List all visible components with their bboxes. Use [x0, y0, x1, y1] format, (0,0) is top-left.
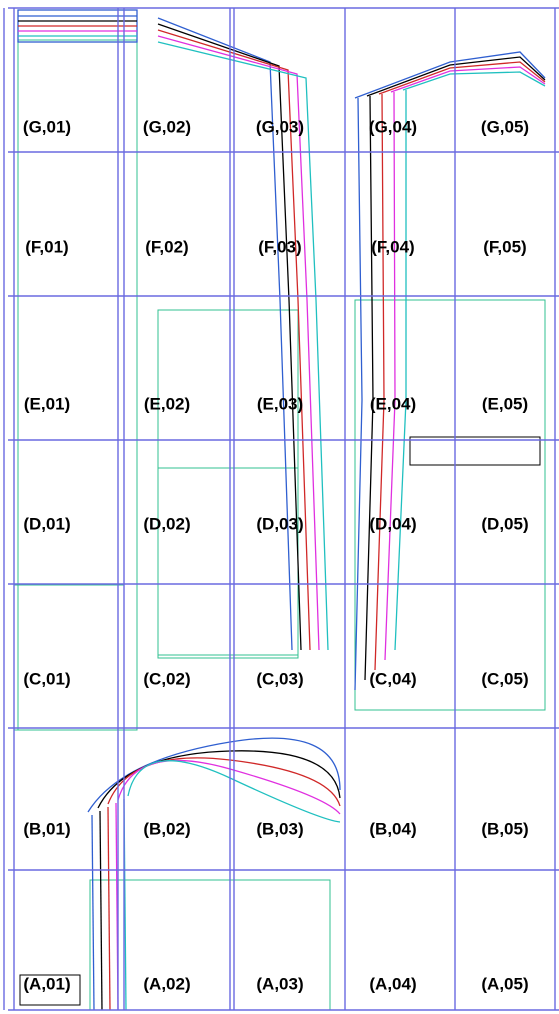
tile-grid [3, 7, 559, 1011]
tile-label: (C,01) [23, 669, 70, 688]
tile-label: (B,05) [481, 819, 528, 838]
tile-label: (D,05) [481, 514, 528, 533]
tile-label: (A,05) [481, 974, 528, 993]
tile-label: (G,05) [481, 117, 529, 136]
tile-label: (F,03) [258, 237, 301, 256]
side-piece [366, 56, 546, 97]
long-piece [157, 35, 320, 651]
tile-label: (C,04) [369, 669, 416, 688]
tile-label: (G,04) [369, 117, 417, 136]
info-box [409, 436, 541, 466]
tile-label: (A,03) [256, 974, 303, 993]
tile-label: (G,02) [143, 117, 191, 136]
long-piece [157, 29, 311, 651]
tile-label: (E,01) [24, 394, 70, 413]
tile-label: (D,01) [23, 514, 70, 533]
tile-label: (F,02) [145, 237, 188, 256]
tile-label: (E,05) [482, 394, 528, 413]
side-piece-edge [394, 90, 407, 651]
tile-label: (G,03) [256, 117, 304, 136]
piece-outline [354, 299, 546, 711]
tile-label: (E,02) [144, 394, 190, 413]
tile-label: (G,01) [23, 117, 71, 136]
long-piece [157, 23, 302, 651]
side-piece-edge [354, 97, 363, 691]
tile-label: (E,04) [370, 394, 416, 413]
tile-label: (A,02) [143, 974, 190, 993]
side-piece-edge [364, 95, 374, 681]
side-piece [354, 51, 546, 99]
tile-label: (F,05) [483, 237, 526, 256]
tile-label: (C,02) [143, 669, 190, 688]
pattern-pieces [13, 9, 546, 1011]
tile-label: (B,01) [23, 819, 70, 838]
tile-label: (B,03) [256, 819, 303, 838]
arc-piece-edge [91, 814, 95, 1011]
tile-label: (A,01) [23, 974, 70, 993]
tile-labels: (G,01) (G,02) (G,03) (G,04) (G,05) (F,01) (F,0… [23, 117, 529, 993]
side-piece-edge [384, 91, 396, 661]
tile-label: (D,03) [256, 514, 303, 533]
tile-label: (F,04) [371, 237, 414, 256]
long-piece [157, 17, 293, 651]
arc-piece-edge [99, 810, 103, 1011]
side-piece [402, 71, 546, 91]
tile-label: (D,02) [143, 514, 190, 533]
long-piece [157, 41, 329, 651]
tile-label: (C,03) [256, 669, 303, 688]
tile-label: (B,04) [369, 819, 416, 838]
tile-label: (B,02) [143, 819, 190, 838]
tile-label: (F,01) [25, 237, 68, 256]
tile-label: (E,03) [257, 394, 303, 413]
side-piece [390, 66, 546, 93]
notice-box [19, 974, 81, 1006]
arc-piece-edge [107, 806, 111, 1011]
tile-label: (D,04) [369, 514, 416, 533]
side-piece-edge [374, 93, 385, 671]
side-piece [378, 61, 546, 95]
tile-label: (A,04) [369, 974, 416, 993]
tile-label: (C,05) [481, 669, 528, 688]
